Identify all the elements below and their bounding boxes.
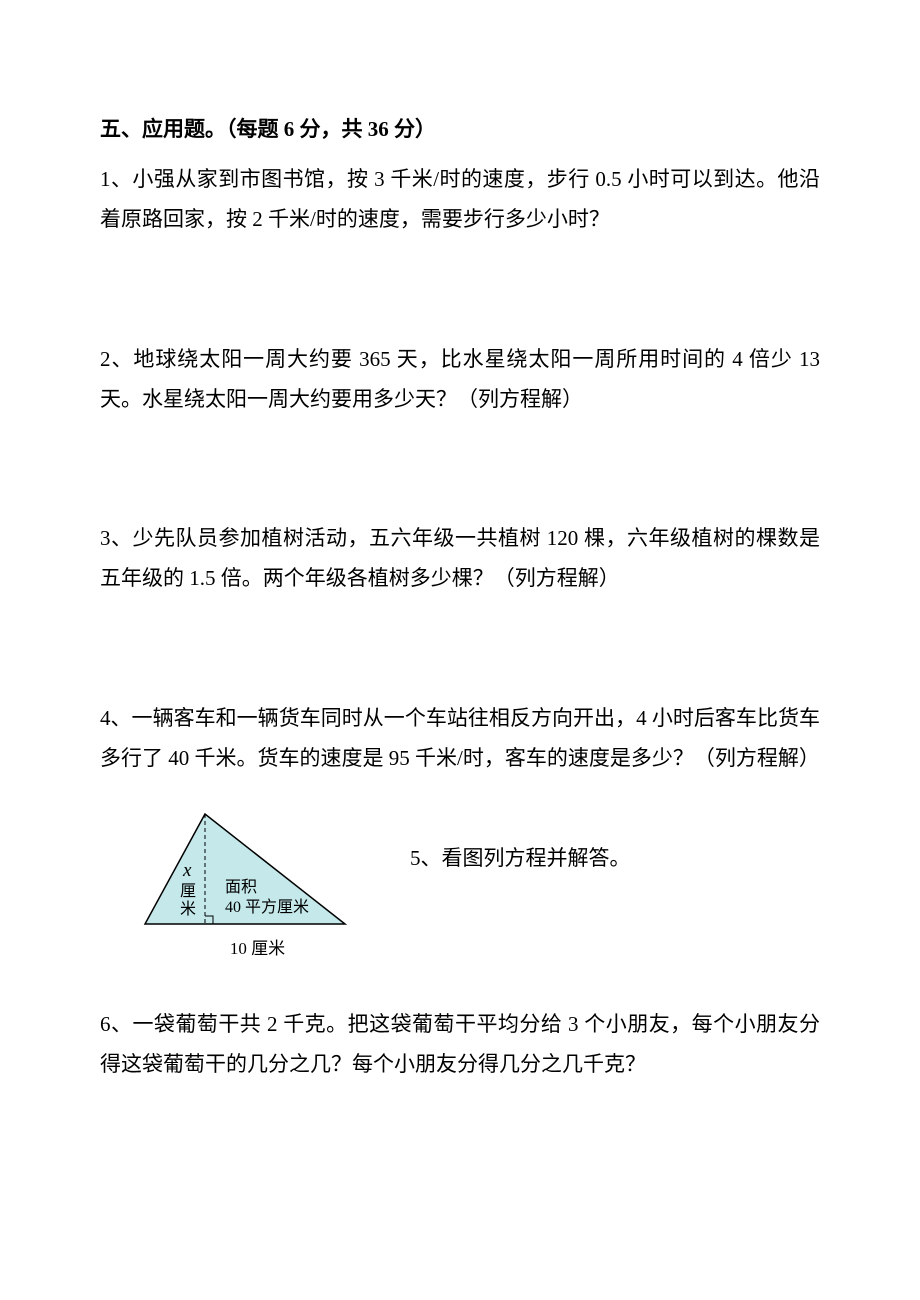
svg-text:x: x <box>182 860 192 881</box>
svg-text:40 平方厘米: 40 平方厘米 <box>225 898 309 916</box>
question-4: 4、一辆客车和一辆货车同时从一个车站往相反方向开出，4 小时后客车比货车多行了 … <box>100 699 820 779</box>
q5-container: x 厘 米 面积 40 平方厘米 10 厘米 5、看图列方程并解答。 <box>100 809 820 965</box>
question-2: 2、地球绕太阳一周大约要 365 天，比水星绕太阳一周所用时间的 4 倍少 13… <box>100 340 820 420</box>
triangle-figure: x 厘 米 面积 40 平方厘米 10 厘米 <box>135 809 350 965</box>
triangle-base-label: 10 厘米 <box>165 933 350 965</box>
section-title: 五、应用题。（每题 6 分，共 36 分） <box>100 110 820 150</box>
svg-text:米: 米 <box>180 900 196 918</box>
question-5-text: 5、看图列方程并解答。 <box>410 809 631 879</box>
svg-text:面积: 面积 <box>225 878 257 896</box>
question-1: 1、小强从家到市图书馆，按 3 千米/时的速度，步行 0.5 小时可以到达。他沿… <box>100 160 820 240</box>
triangle-diagram: x 厘 米 面积 40 平方厘米 <box>135 809 350 929</box>
question-3: 3、少先队员参加植树活动，五六年级一共植树 120 棵，六年级植树的棵数是五年级… <box>100 519 820 599</box>
svg-text:厘: 厘 <box>180 883 196 900</box>
question-6: 6、一袋葡萄干共 2 千克。把这袋葡萄干平均分给 3 个小朋友，每个小朋友分得这… <box>100 1005 820 1085</box>
question-5: x 厘 米 面积 40 平方厘米 10 厘米 5、看图列方程并解答。 <box>100 809 820 965</box>
